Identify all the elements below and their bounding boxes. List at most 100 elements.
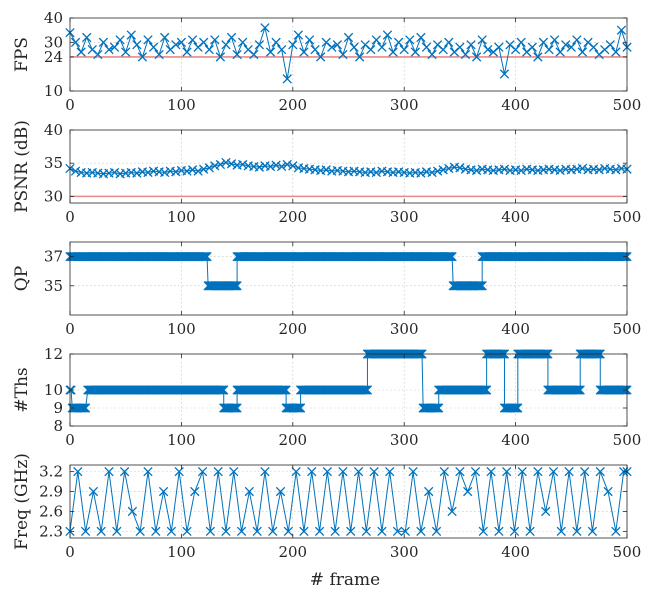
freq-data-point xyxy=(486,466,496,477)
threads-data-point xyxy=(279,385,289,395)
qp-data-point xyxy=(444,251,454,262)
freq-data-point xyxy=(517,466,527,477)
threads-data-point xyxy=(513,403,523,413)
threads-data-point xyxy=(80,403,91,413)
fps-data-point xyxy=(238,37,248,47)
fps-data-point xyxy=(199,37,209,47)
threads-data-point xyxy=(572,385,582,395)
fps-data-point xyxy=(249,49,259,60)
fps-data-point xyxy=(70,37,81,47)
fps-data-point xyxy=(410,47,420,57)
threads-data-point xyxy=(362,385,373,395)
threads-y-axis-label: #Ths xyxy=(12,367,32,412)
psnr-data-point xyxy=(254,162,265,172)
freq-data-point xyxy=(143,466,153,477)
threads-x-tick-label: 500 xyxy=(613,431,642,449)
psnr-y-axis-label: PSNR (dB) xyxy=(12,120,32,213)
freq-data-point xyxy=(424,486,434,497)
fps-x-tick-label: 100 xyxy=(167,96,196,114)
fps-data-point xyxy=(221,40,231,50)
fps-data-point xyxy=(310,44,320,55)
psnr-data-point xyxy=(70,166,81,176)
threads-data-point xyxy=(617,385,628,395)
freq-data-point xyxy=(416,526,426,537)
fps-data-point xyxy=(354,52,365,62)
freq-data-point xyxy=(346,526,356,537)
psnr-data-point xyxy=(215,159,226,170)
threads-y-tick-label: 9 xyxy=(53,399,63,417)
psnr-data-point xyxy=(438,165,448,175)
threads-data-point xyxy=(574,385,584,395)
freq-data-point xyxy=(455,466,465,477)
psnr-data-point xyxy=(277,161,287,172)
qp-axes-frame xyxy=(69,241,628,316)
threads-data-point xyxy=(78,403,89,413)
psnr-data-point xyxy=(516,165,526,176)
freq-data-point xyxy=(408,466,418,477)
fps-data-point xyxy=(483,44,493,55)
fps-data-point xyxy=(327,42,337,52)
threads-x-tick-label: 300 xyxy=(390,431,419,449)
qp-y-axis-label: QP xyxy=(12,266,32,291)
fps-data-point xyxy=(254,40,265,50)
freq-x-tick-label: 400 xyxy=(501,543,530,561)
freq-data-point xyxy=(221,526,231,537)
fps-data-point xyxy=(438,44,448,55)
psnr-data-point xyxy=(143,167,153,178)
qp-x-tick-label: 500 xyxy=(613,320,642,338)
threads-data-point xyxy=(358,385,368,395)
threads-data-point xyxy=(76,403,86,413)
freq-y-tick-label: 2.6 xyxy=(39,502,63,520)
fps-data-point xyxy=(572,35,582,45)
threads-data-point xyxy=(219,385,229,395)
freq-data-point xyxy=(463,486,473,497)
freq-data-point xyxy=(112,526,122,537)
freq-data-point xyxy=(595,466,605,477)
threads-x-tick-label: 400 xyxy=(501,431,530,449)
fps-data-point xyxy=(210,35,220,45)
fps-data-point xyxy=(98,37,109,47)
x-axis-label: # frame xyxy=(310,570,380,590)
threads-data-point xyxy=(479,385,490,395)
threads-data-point xyxy=(293,403,304,413)
threads-series-line xyxy=(70,353,627,409)
freq-data-point xyxy=(314,526,325,537)
freq-data-point xyxy=(548,466,559,477)
threads-data-point xyxy=(277,385,287,395)
threads-data-point xyxy=(481,385,492,395)
psnr-data-point xyxy=(499,164,510,174)
fps-data-point xyxy=(382,30,393,40)
fps-x-tick-label: 200 xyxy=(278,96,307,114)
qp-data-point xyxy=(231,281,241,291)
fps-data-point xyxy=(93,49,103,60)
freq-data-point xyxy=(307,466,317,477)
freq-data-point xyxy=(580,466,590,477)
qp-data-point xyxy=(475,281,485,291)
psnr-data-point xyxy=(193,166,203,176)
threads-data-point xyxy=(512,403,522,413)
threads-data-point xyxy=(295,403,306,413)
fps-data-point xyxy=(109,42,120,52)
psnr-data-point xyxy=(210,161,220,171)
freq-x-tick-label: 0 xyxy=(65,543,75,561)
fps-data-point xyxy=(377,42,387,52)
panel-qp: 0 100 200 300 400 500 35 37 QP xyxy=(12,241,642,338)
freq-data-point xyxy=(174,466,184,477)
freq-data-point xyxy=(361,526,371,537)
psnr-data-point xyxy=(187,165,198,175)
freq-data-point xyxy=(158,486,169,497)
fps-data-point xyxy=(271,37,281,47)
threads-data-point xyxy=(510,403,521,413)
freq-data-point xyxy=(369,466,379,477)
psnr-data-point xyxy=(416,168,426,178)
freq-data-point xyxy=(283,526,294,537)
psnr-y-tick-label: 40 xyxy=(44,121,63,139)
qp-data-point xyxy=(442,251,453,262)
fps-data-point xyxy=(115,35,125,45)
psnr-data-point xyxy=(204,163,214,173)
fps-y-tick-label: 24 xyxy=(44,48,63,66)
threads-data-point xyxy=(216,385,227,395)
